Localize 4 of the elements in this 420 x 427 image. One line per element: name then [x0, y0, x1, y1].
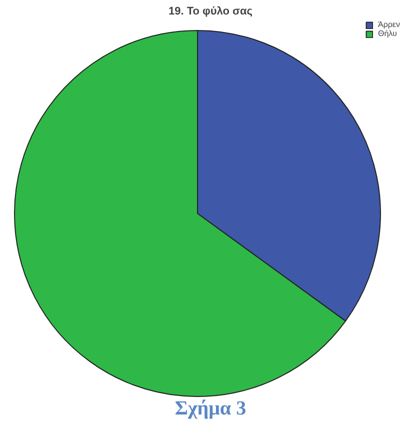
- legend-label: Θήλυ: [378, 29, 398, 38]
- legend-label: Άρρεν: [378, 20, 400, 29]
- chart-title: 19. Το φύλο σας: [168, 6, 253, 18]
- text: Σχήμα 3: [174, 398, 246, 420]
